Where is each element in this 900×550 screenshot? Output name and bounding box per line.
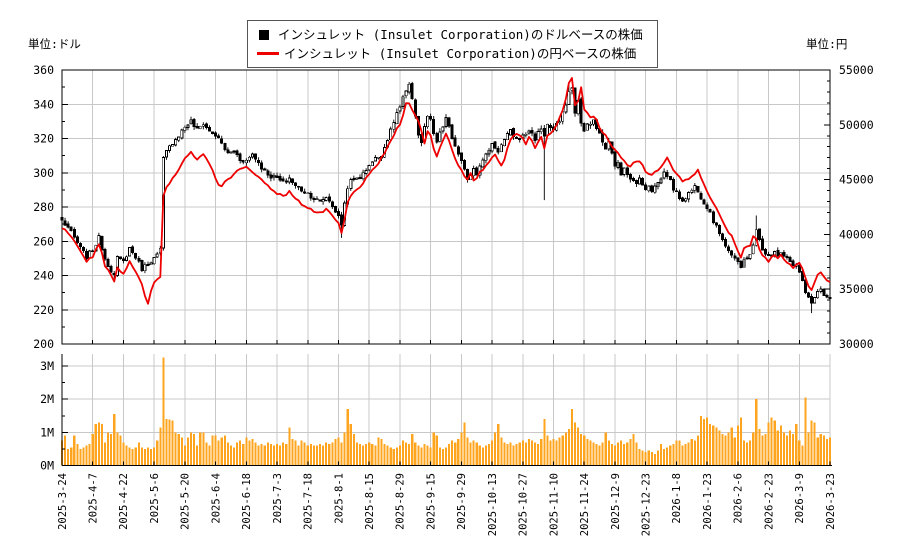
svg-text:2025-10-27: 2025-10-27 <box>518 473 530 536</box>
gridlines <box>62 70 831 466</box>
svg-text:340: 340 <box>33 97 54 111</box>
svg-text:2025-5-6: 2025-5-6 <box>149 473 161 524</box>
svg-text:40000: 40000 <box>839 227 874 241</box>
svg-text:2025-4-7: 2025-4-7 <box>88 473 100 524</box>
axis-tick-labels: 200 220 240 260 280 300 320 340 360 30000 35000 400… <box>33 63 873 473</box>
svg-text:1M: 1M <box>40 425 54 439</box>
svg-text:2025-8-1: 2025-8-1 <box>333 473 345 524</box>
svg-text:50000: 50000 <box>839 118 874 132</box>
svg-text:2026-2-6: 2026-2-6 <box>733 473 745 524</box>
svg-text:35000: 35000 <box>839 282 874 296</box>
candle-bodies <box>60 83 832 304</box>
svg-text:2026-1-8: 2026-1-8 <box>671 473 683 524</box>
svg-text:2025-9-29: 2025-9-29 <box>456 473 468 530</box>
svg-text:2025-7-18: 2025-7-18 <box>303 473 315 530</box>
svg-text:2025-9-15: 2025-9-15 <box>425 473 437 530</box>
svg-text:220: 220 <box>33 303 54 317</box>
svg-text:30000: 30000 <box>839 337 874 351</box>
legend: インシュレット (Insulet Corporation)のドルベースの株価 イ… <box>247 20 658 68</box>
svg-text:2025-8-15: 2025-8-15 <box>364 473 376 530</box>
legend-item-jpy: インシュレット (Insulet Corporation)の円ベースの株価 <box>257 44 643 63</box>
svg-text:2025-11-10: 2025-11-10 <box>548 473 560 536</box>
svg-text:260: 260 <box>33 234 54 248</box>
svg-text:280: 280 <box>33 200 54 214</box>
right-axis-unit-label: 単位:円 <box>806 37 848 51</box>
svg-text:2026-1-23: 2026-1-23 <box>702 473 714 530</box>
svg-text:200: 200 <box>33 337 54 351</box>
svg-text:360: 360 <box>33 63 54 77</box>
axes-frame <box>61 69 832 466</box>
jpy-price-line <box>61 77 831 305</box>
usd-series-square-marker <box>259 29 269 40</box>
svg-text:55000: 55000 <box>839 63 874 77</box>
svg-text:2026-3-23: 2026-3-23 <box>825 473 837 530</box>
legend-label-jpy: インシュレット (Insulet Corporation)の円ベースの株価 <box>284 46 637 61</box>
svg-text:3M: 3M <box>40 359 54 373</box>
svg-text:0M: 0M <box>40 459 54 473</box>
svg-text:2025-12-9: 2025-12-9 <box>610 473 622 530</box>
x-axis-date-labels: 2025-3-24 2025-4-7 2025-4-22 2025-5-6 2025-5… <box>57 473 837 536</box>
svg-text:2M: 2M <box>40 392 54 406</box>
svg-text:2025-6-4: 2025-6-4 <box>210 473 222 524</box>
svg-text:300: 300 <box>33 166 54 180</box>
svg-text:2025-7-3: 2025-7-3 <box>272 473 284 524</box>
legend-label-usd: インシュレット (Insulet Corporation)のドルベースの株価 <box>278 27 643 42</box>
svg-text:2025-4-22: 2025-4-22 <box>118 473 130 530</box>
svg-text:2025-3-24: 2025-3-24 <box>57 473 69 530</box>
left-axis-unit-label: 単位:ドル <box>28 37 81 51</box>
svg-text:2025-10-13: 2025-10-13 <box>487 473 499 536</box>
svg-text:2025-8-29: 2025-8-29 <box>395 473 407 530</box>
svg-text:2025-12-23: 2025-12-23 <box>640 473 652 536</box>
svg-text:2026-3-9: 2026-3-9 <box>794 473 806 524</box>
jpy-series-line-marker <box>257 52 279 55</box>
volume-bars <box>60 357 832 466</box>
svg-text:2026-2-23: 2026-2-23 <box>763 473 775 530</box>
svg-text:320: 320 <box>33 132 54 146</box>
legend-item-usd: インシュレット (Insulet Corporation)のドルベースの株価 <box>257 25 643 44</box>
svg-text:45000: 45000 <box>839 173 874 187</box>
svg-text:2025-5-20: 2025-5-20 <box>180 473 192 530</box>
svg-text:240: 240 <box>33 269 54 283</box>
svg-text:2025-11-24: 2025-11-24 <box>579 473 591 536</box>
svg-text:2025-6-18: 2025-6-18 <box>241 473 253 530</box>
candle-wicks <box>61 81 831 314</box>
